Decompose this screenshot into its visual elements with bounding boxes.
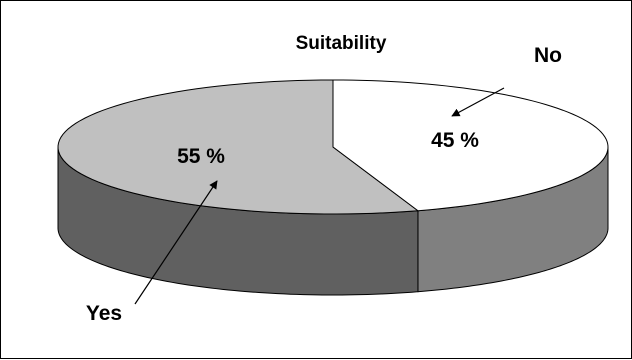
chart-title: Suitability: [296, 33, 387, 54]
slice-label-no: No: [534, 44, 562, 67]
leader-line-yes: [134, 180, 218, 305]
slice-value-label-no: 45 %: [431, 129, 479, 152]
slice-top-yes: [57, 79, 420, 215]
pie-tops: [57, 79, 609, 215]
leader-line-no: [451, 87, 505, 117]
slice-top-no: [332, 79, 609, 212]
slice-label-yes: Yes: [86, 302, 122, 325]
slice-value-label-yes: 55 %: [177, 145, 225, 168]
